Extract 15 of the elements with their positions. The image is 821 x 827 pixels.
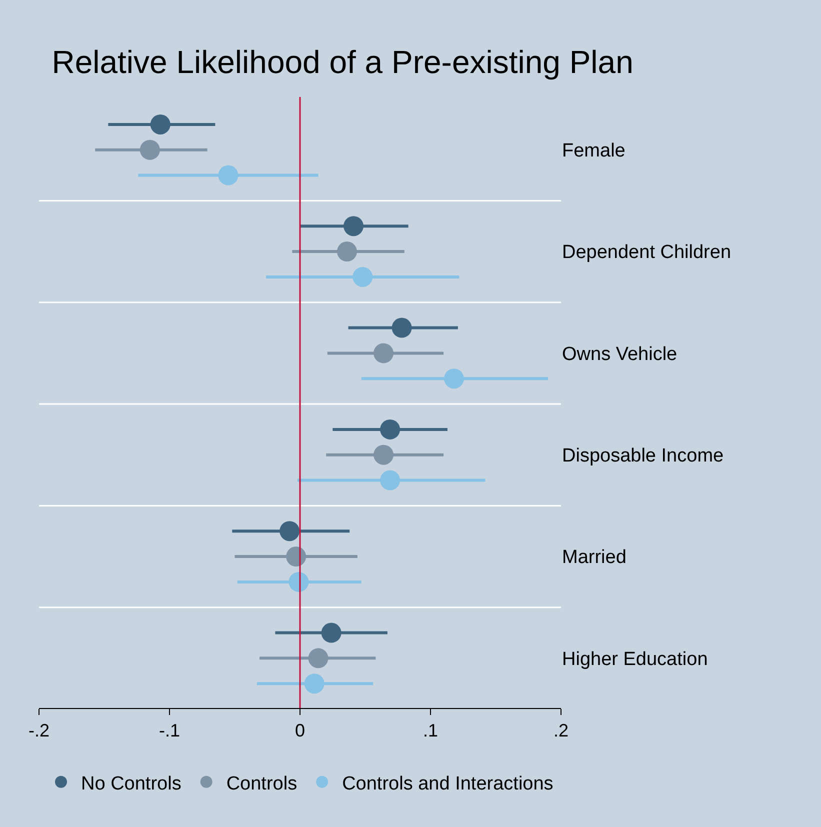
y-tick-label: Dependent Children <box>562 242 732 264</box>
legend-label: Controls and Interactions <box>342 773 554 794</box>
x-tick-label: .1 <box>422 720 438 741</box>
x-tick-label: 0 <box>294 720 306 741</box>
chart-title: Relative Likelihood of a Pre-existing Plan <box>52 44 634 80</box>
y-tick-label: Higher Education <box>562 648 708 670</box>
y-tick-label: Female <box>562 140 626 162</box>
y-tick-label: Disposable Income <box>562 446 724 467</box>
x-tick-label: -.2 <box>28 720 50 741</box>
y-tick-label: Married <box>562 547 626 568</box>
x-tick-label: -.1 <box>158 720 180 741</box>
x-tick-label: .2 <box>553 720 569 741</box>
legend-label: Controls <box>226 773 298 794</box>
legend-label: No Controls <box>81 773 182 794</box>
y-tick-label: Owns Vehicle <box>562 344 678 365</box>
